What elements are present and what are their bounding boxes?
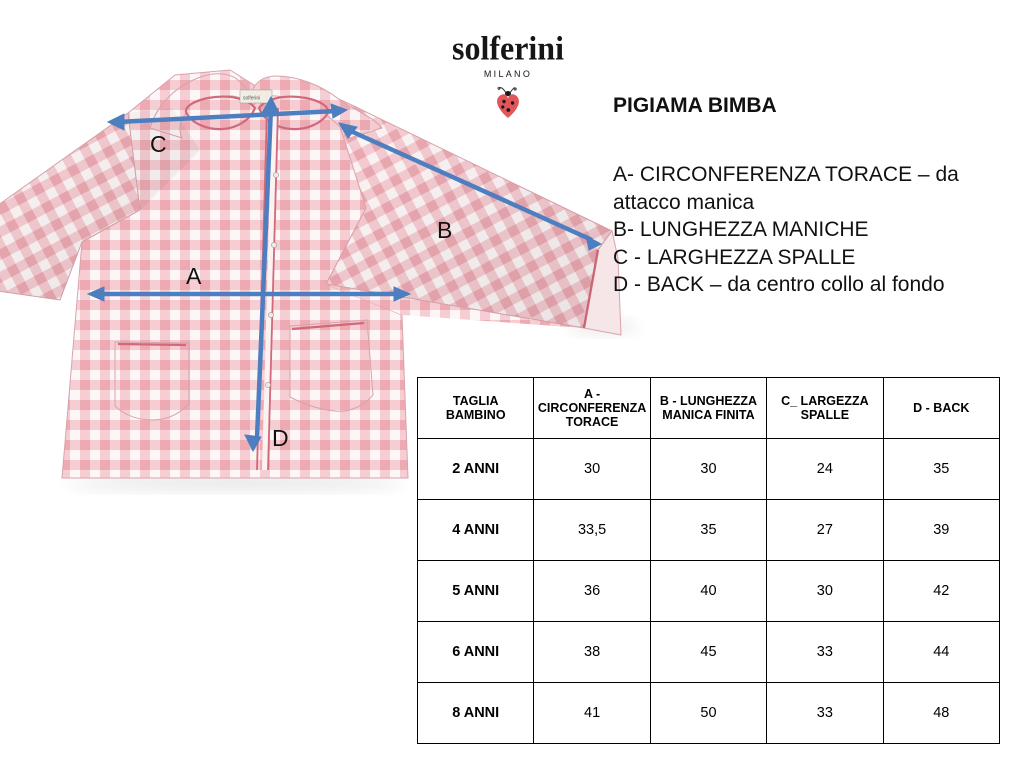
svg-text:B: B: [437, 217, 452, 243]
svg-text:A: A: [186, 263, 202, 289]
svg-text:C: C: [150, 131, 167, 157]
svg-text:D: D: [272, 425, 289, 451]
svg-text:solferini: solferini: [243, 96, 260, 102]
